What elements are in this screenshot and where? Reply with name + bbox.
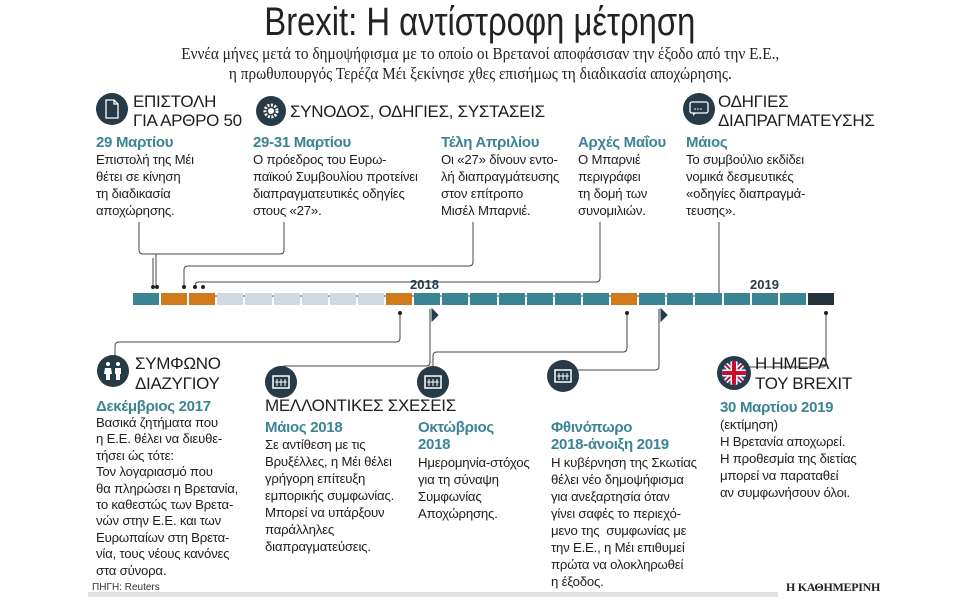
uk-flag-icon [717,356,751,390]
timeline-month-past [554,293,581,305]
timeline-month-past [695,293,722,305]
subtitle-line-2: η πρωθυπουργός Τερέζα Μέι ξεκίνησε χθες … [0,64,960,83]
brexit-body: (εκτίμηση) Η Βρετανία αποχωρεί. Η προθεσ… [720,417,857,500]
year-label-2019: 2019 [750,277,779,292]
early-may-body: Ο Μπαρνιέ περιγράφει τη δομή των συνομιλ… [578,152,648,218]
guidelines-date: Μάιος [686,134,728,151]
connector-early-may [194,222,601,287]
timeline-month-past [526,293,553,305]
connector-april [183,222,474,287]
timeline-month-past [582,293,610,305]
timeline-month-pending [301,293,328,305]
timeline-month-brexit [807,293,834,305]
connector-may [202,222,720,301]
early-may-date: Αρχές Μαΐου [578,134,666,151]
divorce-heading-1: ΣΥΜΦΩΝΟ [135,354,221,373]
timeline-month-past [779,293,806,305]
marker-dot [201,285,205,289]
summit-date: 29-31 Μαρτίου [253,134,351,151]
gear-icon [256,96,286,126]
subtitle-line-1: Εννέα μήνες μετά το δημοψήφισμα με το οπ… [0,44,960,63]
marker-dot [625,311,629,315]
divorce-heading-2: ΔΙΑΖΥΓΙΟΥ [135,374,220,393]
connector-autumn [562,314,660,375]
autumn-date-1: Φθινόπωρο [551,419,633,436]
timeline-month-past [639,293,666,305]
connector-letter [138,222,285,287]
letter-heading-1: ΕΠΙΣΤΟΛΗ [133,92,217,111]
timeline-month-event [611,293,638,305]
timeline-month-pending [245,293,272,305]
source-note: ΠΗΓΗ: Reuters [92,582,160,593]
timeline-month-past [470,293,497,305]
timeline-month-past [751,293,778,305]
building-icon [417,366,449,398]
title-text: Brexit: Η αντίστροφη μέτρηση [264,0,696,44]
brand-logo: Η ΚΑΘΗΜΕΡΙΝΗ [786,580,881,594]
timeline-month-event [386,293,413,305]
connector-oct2018 [432,314,628,368]
letter-date: 29 Μαρτίου [96,134,174,151]
subtitle-text: η πρωθυπουργός Τερέζα Μέι ξεκίνησε χθες … [228,64,732,83]
guidelines-heading-2: ΔΙΑΠΡΑΓΜΑΤΕΥΣΗΣ [718,111,875,130]
timeline-month-past [667,293,694,305]
timeline-month-pending [329,293,356,305]
future-relations-heading: ΜΕΛΛΟΝΤΙΚΕΣ ΣΧΕΣΕΙΣ [265,396,456,415]
oct2018-date-1: Οκτώβριος [418,419,494,436]
marker-dot [151,285,155,289]
brexit-heading-2: ΤΟΥ BREXIT [755,374,852,393]
may2018-date: Μάιος 2018 [265,419,343,436]
guidelines-body: Το συμβούλιο εκδίδει νομικά δεσμευτικές … [686,152,806,218]
timeline-month-past [498,293,525,305]
speech-bubble-icon [683,93,715,125]
marker-dot [398,311,402,315]
page-title: Brexit: Η αντίστροφη μέτρηση [0,0,960,44]
divorce-body: Βασικά ζητήματα που η Ε.Ε. θέλει να διευ… [96,415,239,578]
marker-dot [182,285,186,289]
autumn-date-2: 2018-άνοιξη 2019 [551,436,669,453]
timeline-month-past [723,293,750,305]
autumn-body: Η κυβέρνηση της Σκωτίας θέλει νέο δημοψή… [551,455,697,589]
arrow-marker [658,307,668,323]
timeline-month-event [189,293,216,305]
oct2018-body: Ημερομηνία-στόχος για τη σύναψη Συμφωνία… [418,455,530,521]
brexit-date: 30 Μαρτίου 2019 [720,399,834,416]
april-date: Τέλη Απριλίου [441,134,540,151]
marker-dot [824,311,828,315]
document-icon [96,93,128,125]
timeline-month-pending [357,293,385,305]
marker-dot [193,285,197,289]
timeline-month-past [133,293,160,305]
timeline-month-past [442,293,469,305]
brexit-heading-1: Η ΗΜΕΡΑ [755,354,830,373]
building-icon [547,360,579,392]
timeline-month-pending [273,293,300,305]
letter-body: Επιστολή της Μέι θέτει σε κίνηση τη διαδ… [96,152,194,218]
marker-dot [155,285,159,289]
summit-heading: ΣΥΝΟΔΟΣ, ΟΔΗΓΙΕΣ, ΣΥΣΤΑΣΕΙΣ [290,102,545,121]
couple-icon [97,355,129,387]
guidelines-heading-1: ΟΔΗΓΙΕΣ [718,92,789,111]
oct2018-date-2: 2018 [418,436,451,453]
subtitle-text: Εννέα μήνες μετά το δημοψήφισμα με το οπ… [180,44,779,63]
letter-heading-2: ΓΙΑ ΑΡΘΡΟ 50 [133,111,242,130]
timeline-month-pending [217,293,244,305]
may2018-body: Σε αντίθεση με τις Βρυξέλλες, η Μέι θέλε… [265,437,395,554]
april-body: Οι «27» δίνουν εντο- λή διαπραγμάτευσης … [441,152,560,218]
divorce-date: Δεκέμβριος 2017 [96,398,211,415]
timeline-month-event [161,293,188,305]
footer-divider [88,592,778,597]
arrow-marker [429,307,439,323]
year-label-2018: 2018 [410,277,439,292]
building-icon [265,366,297,398]
timeline-month-past [414,293,441,305]
connector-divorce [114,314,401,356]
summit-body: Ο πρόεδρος του Ευρω- παϊκού Συμβουλίου π… [253,152,418,218]
